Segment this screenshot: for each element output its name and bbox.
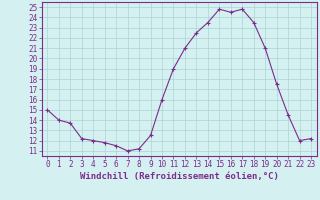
X-axis label: Windchill (Refroidissement éolien,°C): Windchill (Refroidissement éolien,°C) [80, 172, 279, 181]
